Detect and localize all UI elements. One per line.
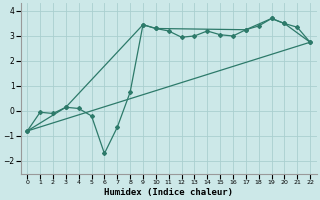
X-axis label: Humidex (Indice chaleur): Humidex (Indice chaleur) bbox=[104, 188, 233, 197]
